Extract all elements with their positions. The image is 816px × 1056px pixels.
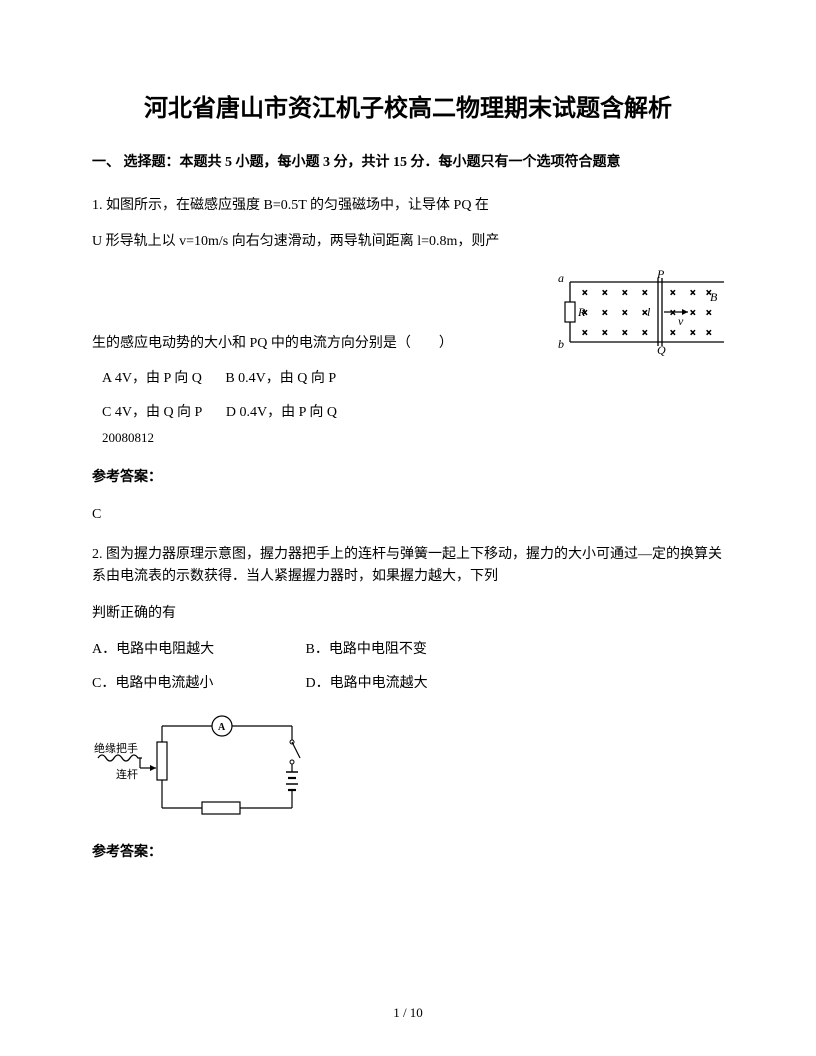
svg-text:×: ×: [582, 328, 588, 339]
svg-text:×: ×: [602, 308, 608, 319]
q1-line2: U 形导轨上以 v=10m/s 向右匀速滑动，两导轨间距离 l=0.8m，则产: [92, 231, 724, 253]
q1-line1: 1. 如图所示，在磁感应强度 B=0.5T 的匀强磁场中，让导体 PQ 在: [92, 195, 724, 217]
svg-text:×: ×: [690, 328, 696, 339]
svg-text:×: ×: [602, 328, 608, 339]
svg-text:P: P: [656, 268, 665, 281]
svg-text:×: ×: [690, 308, 696, 319]
q2-sub: 判断正确的有: [92, 603, 724, 625]
q2-options-cd: C．电路中电流越小 D．电路中电流越大: [92, 673, 724, 695]
q1-stamp: 20080812: [102, 428, 724, 449]
svg-text:×: ×: [582, 288, 588, 299]
svg-text:×: ×: [642, 288, 648, 299]
page-title: 河北省唐山市资江机子校高二物理期末试题含解析: [92, 90, 724, 128]
svg-text:×: ×: [622, 288, 628, 299]
page-number: 1 / 10: [0, 1003, 816, 1024]
svg-text:×: ×: [582, 308, 588, 319]
q1-answer-label: 参考答案：: [92, 467, 724, 489]
svg-text:×: ×: [670, 308, 676, 319]
q1-opt-a: A 4V，由 P 向 Q: [102, 368, 202, 390]
svg-text:×: ×: [642, 308, 648, 319]
q2-answer-label: 参考答案：: [92, 842, 724, 864]
svg-text:×: ×: [706, 288, 712, 299]
q2-opt-b: B．电路中电阻不变: [306, 639, 427, 661]
q1-opt-d: D 0.4V，由 P 向 Q: [226, 402, 337, 424]
q1-opt-b: B 0.4V，由 Q 向 P: [225, 368, 336, 390]
q1-options-ab: A 4V，由 P 向 Q B 0.4V，由 Q 向 P: [102, 368, 724, 390]
q1-row: 生的感应电动势的大小和 PQ 中的电流方向分别是（ ） R l v a b P …: [92, 268, 724, 356]
q2-opt-d: D．电路中电流越大: [306, 673, 428, 695]
svg-text:×: ×: [706, 308, 712, 319]
svg-text:a: a: [558, 271, 564, 285]
svg-text:v: v: [678, 314, 684, 328]
q2-options-ab: A．电路中电阻越大 B．电路中电阻不变: [92, 639, 724, 661]
q1-line3: 生的感应电动势的大小和 PQ 中的电流方向分别是（ ）: [92, 333, 540, 355]
rod-label: 连杆: [116, 767, 138, 781]
section-header: 一、 选择题：本题共 5 小题，每小题 3 分，共计 15 分．每小题只有一个选…: [92, 152, 724, 174]
svg-text:×: ×: [642, 328, 648, 339]
q2-diagram: A 绝缘把手 连杆: [92, 712, 724, 830]
svg-text:×: ×: [622, 308, 628, 319]
svg-text:A: A: [218, 722, 226, 733]
q2-text: 2. 图为握力器原理示意图，握力器把手上的连杆与弹簧一起上下移动，握力的大小可通…: [92, 544, 724, 589]
svg-text:×: ×: [670, 288, 676, 299]
q1-options-cd: C 4V，由 Q 向 P D 0.4V，由 P 向 Q: [102, 402, 724, 424]
svg-text:×: ×: [622, 328, 628, 339]
handle-label: 绝缘把手: [94, 741, 138, 755]
svg-text:b: b: [558, 337, 564, 351]
svg-text:×: ×: [602, 288, 608, 299]
svg-text:×: ×: [706, 328, 712, 339]
q1-opt-c: C 4V，由 Q 向 P: [102, 402, 202, 424]
q2-opt-a: A．电路中电阻越大: [92, 639, 282, 661]
svg-text:Q: Q: [657, 343, 666, 356]
q2-opt-c: C．电路中电流越小: [92, 673, 282, 695]
svg-text:×: ×: [670, 328, 676, 339]
svg-text:×: ×: [690, 288, 696, 299]
q1-answer: C: [92, 504, 724, 526]
q1-diagram: R l v a b P Q B ×××× ××× ×××× ××× ×××× ×: [548, 268, 724, 356]
